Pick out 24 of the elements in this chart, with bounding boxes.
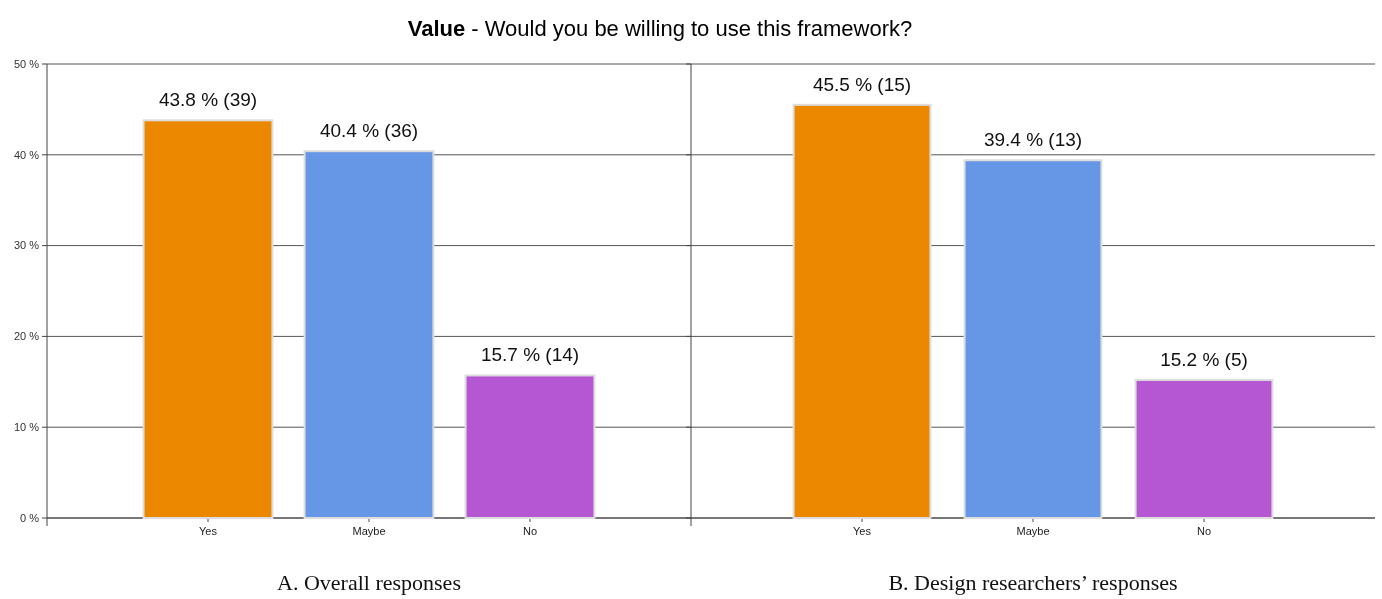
y-tick-label: 30 % (13, 239, 40, 252)
x-tick-label: Yes (199, 525, 218, 537)
data-label: 15.7 % (14) (480, 344, 580, 366)
y-tick-label: 40 % (13, 148, 40, 161)
data-label: 15.2 % (5) (1160, 348, 1248, 370)
bar (303, 150, 435, 519)
x-tick-label: Maybe (352, 525, 386, 537)
x-tick-label: No (1196, 525, 1212, 537)
bar (142, 119, 274, 519)
y-tick-label: 10 % (13, 421, 40, 434)
data-label: 39.4 % (13) (983, 129, 1083, 151)
data-label: 43.8 % (39) (158, 89, 258, 111)
y-tick-label: 20 % (13, 330, 40, 343)
y-tick-label: 50 % (13, 57, 40, 70)
bar (464, 374, 596, 519)
data-label: 40.4 % (36) (319, 120, 419, 142)
x-tick-label: Maybe (1016, 525, 1050, 537)
x-axis-title: B. Design researchers’ responses (888, 570, 1178, 595)
x-tick-label: Yes (853, 525, 872, 537)
x-tick-label: No (522, 525, 538, 537)
data-label: 45.5 % (15) (812, 73, 912, 95)
y-tick-label: 0 % (20, 511, 40, 524)
x-axis-title: A. Overall responses (277, 570, 461, 595)
chart-title: Value - Would you be willing to use this framework? (407, 16, 913, 41)
